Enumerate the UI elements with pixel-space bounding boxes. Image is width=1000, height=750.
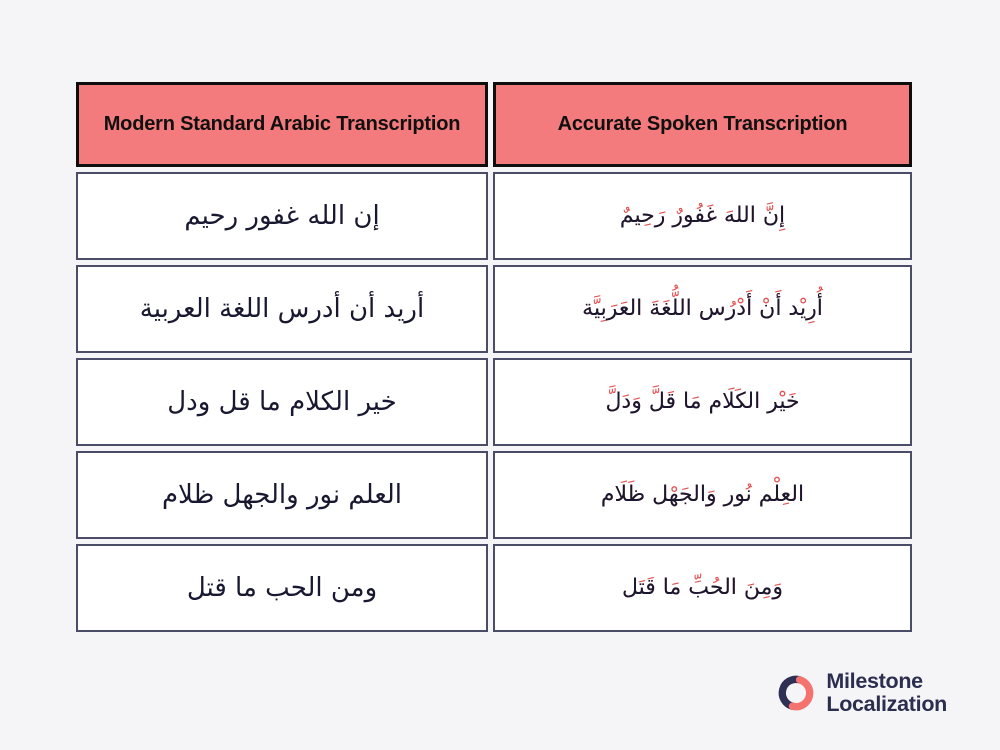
arabic-text-spoken: وَمِنَ الحُبِّ مَا قَتَل ومن الحب ما قتل	[622, 570, 783, 605]
table-cell-spoken-3: خَيْر الكَلَام مَا قَلَّ وَدَلَّ خير الك…	[493, 358, 912, 446]
arabic-text-msa: ومن الحب ما قتل	[186, 573, 378, 603]
arabic-diacritics-layer: أُرِيْد أَنْ أَدْرُس اللُّغَةَ العَرَبِي…	[582, 296, 823, 322]
arabic-text-spoken: خَيْر الكَلَام مَا قَلَّ وَدَلَّ خير الك…	[605, 384, 799, 419]
table-cell-msa-2: أريد أن أدرس اللغة العربية	[76, 265, 488, 353]
transcription-table: Modern Standard Arabic Transcription Acc…	[76, 82, 912, 632]
table-cell-msa-4: العلم نور والجهل ظلام	[76, 451, 488, 539]
header-spoken-transcription: Accurate Spoken Transcription	[493, 82, 912, 167]
arabic-diacritics-layer: خَيْر الكَلَام مَا قَلَّ وَدَلَّ	[605, 389, 800, 415]
table-cell-spoken-1: إِنَّ اللهَ غَفُورٌ رَحِيمٌ إن الله غفور…	[493, 172, 912, 260]
header-spoken-label: Accurate Spoken Transcription	[557, 113, 848, 135]
arabic-diacritics-layer: وَمِنَ الحُبِّ مَا قَتَل	[621, 575, 784, 601]
arabic-text-spoken: أُرِيْد أَنْ أَدْرُس اللُّغَةَ العَرَبِي…	[582, 291, 823, 326]
table-cell-msa-1: إن الله غفور رحيم	[76, 172, 488, 260]
table-cell-spoken-2: أُرِيْد أَنْ أَدْرُس اللُّغَةَ العَرَبِي…	[493, 265, 912, 353]
table-cell-spoken-4: العِلْم نُور وَالجَهْل ظَلَام العلم نور …	[493, 451, 912, 539]
logo-line-1: Milestone	[826, 669, 923, 693]
arabic-base-layer: خير الكلام ما قل ودل	[605, 389, 800, 415]
circular-arrows-logo-icon	[779, 675, 814, 711]
table-cell-spoken-5: وَمِنَ الحُبِّ مَا قَتَل ومن الحب ما قتل	[493, 544, 912, 632]
milestone-localization-logo: Milestone Localization	[775, 669, 947, 716]
arabic-text-spoken: العِلْم نُور وَالجَهْل ظَلَام العلم نور …	[601, 477, 804, 512]
logo-line-2: Localization	[826, 692, 947, 716]
arabic-base-layer: إن الله غفور رحيم	[619, 203, 786, 229]
arabic-diacritics-layer: العِلْم نُور وَالجَهْل ظَلَام	[600, 482, 805, 508]
arabic-text-msa: خير الكلام ما قل ودل	[167, 387, 397, 417]
arabic-text-msa: أريد أن أدرس اللغة العربية	[139, 294, 425, 324]
arabic-diacritics-layer: إِنَّ اللهَ غَفُورٌ رَحِيمٌ	[619, 203, 786, 229]
table-cell-msa-3: خير الكلام ما قل ودل	[76, 358, 488, 446]
header-msa-label: Modern Standard Arabic Transcription	[103, 113, 461, 135]
arabic-text-msa: العلم نور والجهل ظلام	[161, 480, 403, 510]
arabic-text-msa: إن الله غفور رحيم	[184, 201, 380, 231]
arabic-base-layer: ومن الحب ما قتل	[621, 575, 784, 601]
arabic-text-spoken: إِنَّ اللهَ غَفُورٌ رَحِيمٌ إن الله غفور…	[620, 198, 785, 233]
table-cell-msa-5: ومن الحب ما قتل	[76, 544, 488, 632]
arabic-base-layer: أريد أن أدرس اللغة العربية	[582, 296, 823, 322]
header-msa-transcription: Modern Standard Arabic Transcription	[76, 82, 488, 167]
logo-wordmark: Milestone Localization	[826, 669, 947, 716]
arabic-base-layer: العلم نور والجهل ظلام	[600, 482, 805, 508]
